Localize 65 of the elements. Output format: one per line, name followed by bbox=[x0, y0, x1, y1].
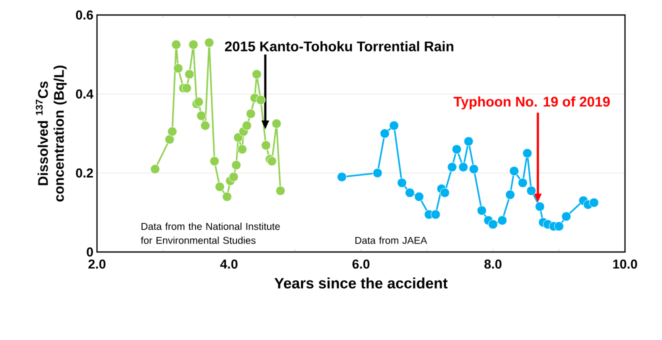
point bbox=[261, 140, 271, 150]
point bbox=[526, 186, 536, 196]
point bbox=[404, 188, 415, 198]
point bbox=[389, 120, 399, 130]
point bbox=[535, 202, 545, 212]
point bbox=[440, 188, 450, 198]
point bbox=[464, 136, 474, 146]
point bbox=[554, 221, 564, 232]
point bbox=[246, 108, 256, 119]
point bbox=[458, 162, 468, 172]
x-axis-title: Years since the accident bbox=[274, 278, 448, 288]
annotation: Typhoon No. 19 of 2019 bbox=[454, 96, 610, 110]
point bbox=[452, 144, 462, 154]
point bbox=[188, 40, 198, 50]
point bbox=[167, 126, 178, 136]
point bbox=[497, 216, 508, 226]
x-tick-label: 4.0 bbox=[220, 260, 238, 269]
point bbox=[518, 178, 528, 188]
y-tick-label: 0.6 bbox=[76, 10, 94, 20]
point bbox=[430, 210, 440, 220]
point bbox=[276, 186, 286, 196]
point bbox=[231, 160, 242, 170]
x-tick-label: 2.0 bbox=[88, 260, 106, 269]
point bbox=[252, 69, 262, 80]
y-tick-label: 0.2 bbox=[76, 168, 93, 178]
x-tick-label: 6.0 bbox=[352, 260, 370, 269]
point bbox=[372, 168, 382, 178]
y-tick-label: 0.4 bbox=[76, 89, 94, 99]
point bbox=[228, 172, 238, 182]
point bbox=[184, 69, 194, 80]
point bbox=[204, 38, 214, 48]
point bbox=[242, 120, 252, 130]
point bbox=[196, 110, 206, 121]
point bbox=[561, 212, 572, 222]
x-tick-label: 8.0 bbox=[484, 260, 502, 269]
point bbox=[237, 144, 248, 154]
point bbox=[488, 220, 498, 230]
point bbox=[380, 128, 390, 138]
point bbox=[233, 132, 244, 142]
point bbox=[414, 192, 424, 202]
point bbox=[397, 178, 407, 188]
point bbox=[469, 164, 479, 174]
point bbox=[214, 182, 225, 192]
point bbox=[200, 120, 210, 130]
point bbox=[589, 198, 599, 208]
y-tick-label: 0 bbox=[86, 247, 93, 257]
point bbox=[509, 166, 519, 176]
point bbox=[173, 63, 184, 74]
point bbox=[447, 162, 457, 172]
point bbox=[337, 172, 347, 182]
point bbox=[272, 118, 282, 128]
point bbox=[150, 164, 160, 174]
annotation: Data from the National Institute for Environmental Studies bbox=[140, 222, 280, 244]
annotation: Data from JAEA bbox=[355, 236, 428, 244]
point bbox=[182, 83, 192, 93]
point bbox=[222, 192, 232, 202]
point bbox=[256, 95, 266, 105]
point bbox=[505, 190, 516, 200]
point bbox=[164, 134, 174, 144]
point bbox=[210, 156, 220, 166]
point bbox=[171, 40, 182, 50]
annotation: 2015 Kanto-Tohoku Torrential Rain bbox=[224, 41, 454, 52]
x-tick-label: 10.0 bbox=[613, 260, 638, 269]
point bbox=[522, 148, 532, 158]
point bbox=[476, 206, 487, 216]
